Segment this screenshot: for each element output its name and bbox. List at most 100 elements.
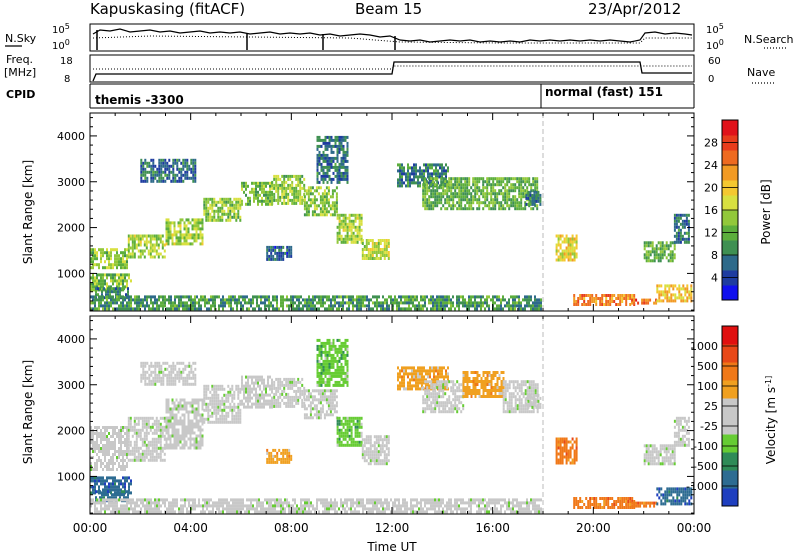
power-cell xyxy=(674,296,677,300)
velocity-cell xyxy=(149,452,152,456)
power-cell xyxy=(520,189,523,193)
power-cell xyxy=(330,307,332,311)
power-cell xyxy=(105,290,107,294)
velocity-cell xyxy=(104,426,106,429)
velocity-cell xyxy=(281,392,284,396)
power-cell xyxy=(258,295,260,299)
power-cell xyxy=(573,240,576,244)
power-cell xyxy=(587,300,590,303)
power-cell xyxy=(597,297,600,300)
power-cell xyxy=(292,295,294,299)
velocity-cell xyxy=(124,444,126,447)
power-cell xyxy=(529,193,532,197)
power-cell xyxy=(295,195,298,199)
power-cell xyxy=(356,240,359,244)
power-cell xyxy=(569,246,572,250)
power-cell xyxy=(581,297,584,300)
power-cell xyxy=(363,248,366,251)
power-cell xyxy=(139,255,142,259)
velocity-cell xyxy=(195,422,198,426)
power-cell xyxy=(655,256,658,260)
velocity-cell xyxy=(283,389,286,393)
power-cell xyxy=(444,189,447,193)
power-cell xyxy=(559,243,562,247)
power-cell xyxy=(458,304,460,308)
power-cell xyxy=(108,263,110,267)
power-cell xyxy=(193,233,196,237)
power-cell xyxy=(293,192,296,196)
power-cell xyxy=(448,186,451,190)
velocity-cell xyxy=(167,416,170,420)
power-cell xyxy=(324,301,326,305)
power-cell xyxy=(388,304,390,308)
power-cell xyxy=(330,177,333,181)
power-cell xyxy=(288,298,290,302)
power-cell xyxy=(242,304,244,308)
velocity-cell xyxy=(267,402,269,406)
power-cell xyxy=(108,266,110,270)
power-cell xyxy=(326,147,329,151)
power-cell xyxy=(329,195,332,199)
power-cell xyxy=(405,184,407,188)
power-cell xyxy=(530,207,533,211)
power-cell xyxy=(308,301,310,305)
velocity-cell xyxy=(116,426,118,429)
power-cell xyxy=(405,178,407,182)
velocity-cell xyxy=(167,422,170,426)
power-cell xyxy=(673,225,676,229)
velocity-cell xyxy=(267,381,269,385)
power-cell xyxy=(411,169,413,173)
velocity-cell xyxy=(122,456,124,459)
power-cell xyxy=(454,195,457,199)
power-cell xyxy=(182,158,185,162)
velocity-cell xyxy=(133,419,136,423)
power-cell xyxy=(480,298,482,302)
power-cell xyxy=(352,225,355,229)
velocity-cell xyxy=(159,428,162,432)
power-cell xyxy=(338,231,341,235)
velocity-cell xyxy=(277,389,280,393)
power-cell xyxy=(520,180,523,184)
power-cell xyxy=(410,307,412,311)
power-cell xyxy=(413,163,415,167)
power-cell xyxy=(90,260,92,264)
power-cell xyxy=(348,213,351,217)
velocity-cell xyxy=(209,420,212,424)
power-cell xyxy=(283,186,286,190)
power-cell xyxy=(335,192,338,196)
power-cell xyxy=(408,301,410,305)
power-cell xyxy=(275,189,278,193)
power-cell xyxy=(133,246,136,250)
power-cell xyxy=(270,245,273,249)
power-cell xyxy=(146,304,148,308)
velocity-cell xyxy=(201,398,204,402)
power-cell xyxy=(669,256,672,260)
velocity-cell xyxy=(191,419,194,423)
velocity-cell xyxy=(215,405,218,409)
velocity-cell xyxy=(331,407,334,411)
power-cell xyxy=(460,195,463,199)
power-cell xyxy=(214,301,216,305)
power-cell xyxy=(243,190,245,194)
power-cell xyxy=(160,161,163,165)
power-cell xyxy=(176,307,178,311)
velocity-cell xyxy=(151,443,154,447)
power-cell xyxy=(569,258,572,262)
power-cell xyxy=(677,225,680,229)
power-cell xyxy=(173,221,176,225)
power-cell xyxy=(350,240,353,244)
power-cell xyxy=(462,295,464,299)
power-cell xyxy=(669,253,672,257)
velocity-cell xyxy=(120,426,122,429)
power-cell xyxy=(409,175,411,179)
power-cell xyxy=(265,196,267,200)
power-cell xyxy=(108,254,110,258)
power-cell xyxy=(458,201,461,205)
velocity-cell xyxy=(229,387,232,391)
power-cell xyxy=(206,298,208,302)
power-cell xyxy=(212,301,214,305)
velocity-cell xyxy=(293,404,296,408)
power-cell xyxy=(319,195,322,199)
power-cell xyxy=(318,144,321,148)
power-cell xyxy=(658,296,661,300)
